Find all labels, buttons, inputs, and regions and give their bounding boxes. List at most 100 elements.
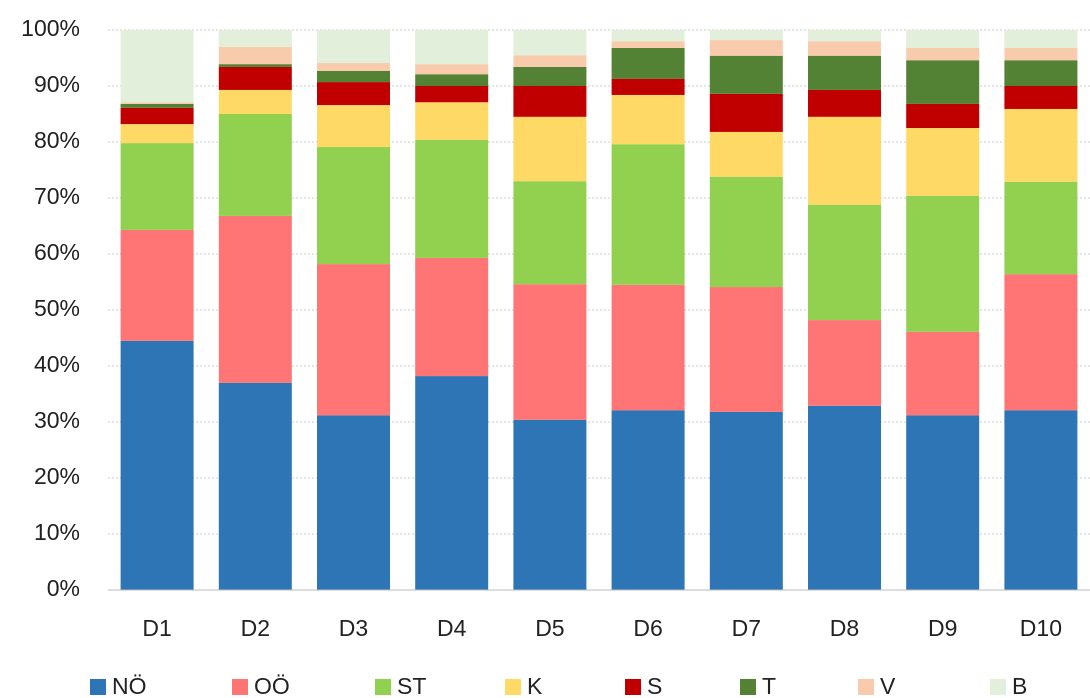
bar-segment xyxy=(808,55,881,90)
bar-segment xyxy=(1004,108,1078,182)
bar-segment xyxy=(709,131,783,177)
bar-segment xyxy=(218,66,292,90)
x-tick-label: D6 xyxy=(633,615,662,641)
x-tick-label: D1 xyxy=(142,615,171,641)
bar-segment xyxy=(415,64,489,75)
y-tick-label: 40% xyxy=(34,351,80,377)
x-tick-label: D3 xyxy=(339,615,368,641)
y-tick-label: 10% xyxy=(34,519,80,545)
bar-segment xyxy=(808,41,881,56)
y-tick-label: 30% xyxy=(34,407,80,433)
legend-swatch xyxy=(505,679,521,695)
bar-segment xyxy=(808,204,881,321)
bar-segment xyxy=(1004,86,1078,109)
bar-segment xyxy=(513,55,587,67)
bar-segment xyxy=(611,144,685,285)
y-tick-label: 100% xyxy=(21,15,80,41)
bar-segment xyxy=(709,55,783,94)
bar-segment xyxy=(611,410,685,590)
bar-segment xyxy=(611,47,685,79)
bar-segment xyxy=(317,82,390,106)
bar-segment xyxy=(808,405,881,590)
x-tick-label: D10 xyxy=(1020,615,1062,641)
bar-segment xyxy=(415,30,489,65)
bar-segment xyxy=(513,284,587,420)
x-tick-label: D9 xyxy=(928,615,957,641)
legend-label: K xyxy=(527,673,543,698)
bar-segment xyxy=(415,86,489,103)
bar-segment xyxy=(906,415,980,590)
bar-segment xyxy=(317,264,390,416)
bar-segment xyxy=(709,287,783,412)
y-tick-label: 50% xyxy=(34,295,80,321)
bar-segment xyxy=(415,139,489,258)
bar-segment xyxy=(317,105,390,148)
bar-segment xyxy=(808,89,881,117)
bar-segment xyxy=(808,116,881,205)
bar-segment xyxy=(1004,60,1078,86)
legend-swatch xyxy=(990,679,1006,695)
bar-segment xyxy=(120,143,194,230)
bar-segment xyxy=(906,128,980,196)
bar-segment xyxy=(415,102,489,140)
bar-segment xyxy=(120,30,194,103)
bar-segment xyxy=(906,195,980,332)
bar-segment xyxy=(513,181,587,285)
legend-label: B xyxy=(1012,673,1027,698)
y-tick-label: 20% xyxy=(34,463,80,489)
bar-segment xyxy=(1004,410,1078,590)
bar-segment xyxy=(513,86,587,117)
bar-segment xyxy=(709,411,783,590)
bar-segment xyxy=(1004,274,1078,411)
bar-segment xyxy=(218,114,292,216)
bar-segment xyxy=(611,284,685,411)
bar-segment xyxy=(709,176,783,288)
bar-segment xyxy=(1004,30,1078,48)
bar-segment xyxy=(218,64,292,67)
y-tick-label: 60% xyxy=(34,239,80,265)
bar-segment xyxy=(611,30,685,42)
legend-swatch xyxy=(858,679,874,695)
legend-swatch xyxy=(625,679,641,695)
bar-segment xyxy=(218,46,292,65)
x-tick-label: D4 xyxy=(437,615,467,641)
bar-segment xyxy=(513,116,587,182)
bar-segment xyxy=(808,320,881,406)
bar-segment xyxy=(611,94,685,145)
legend-swatch xyxy=(90,679,106,695)
bar-segment xyxy=(513,30,587,56)
bar-segment xyxy=(1004,181,1078,275)
bar-segment xyxy=(120,340,194,590)
bar-segment xyxy=(611,41,685,48)
bar-segment xyxy=(513,66,587,86)
legend-label: ST xyxy=(397,673,426,698)
bar-segment xyxy=(120,229,194,341)
bar-segment xyxy=(611,78,685,95)
bar-segment xyxy=(1004,47,1078,61)
bar-segment xyxy=(218,30,292,47)
bar-segment xyxy=(415,257,489,377)
bar-segment xyxy=(120,103,194,108)
bar-segment xyxy=(808,30,881,42)
x-tick-label: D8 xyxy=(830,615,859,641)
bar-segment xyxy=(218,215,292,383)
bar-segment xyxy=(906,47,980,61)
legend-swatch xyxy=(375,679,391,695)
legend-label: V xyxy=(880,673,896,698)
legend-swatch xyxy=(232,679,248,695)
x-tick-label: D5 xyxy=(535,615,564,641)
bar-segment xyxy=(120,124,194,144)
bar-segment xyxy=(218,382,292,590)
bar-segment xyxy=(709,30,783,41)
legend-label: NÖ xyxy=(112,673,147,698)
y-tick-label: 70% xyxy=(34,183,80,209)
legend-swatch xyxy=(740,679,756,695)
bar-segment xyxy=(513,419,587,590)
bar-segment xyxy=(120,107,194,125)
bar-segment xyxy=(415,376,489,590)
y-tick-label: 90% xyxy=(34,71,80,97)
y-tick-label: 0% xyxy=(47,575,80,601)
bar-segment xyxy=(120,102,194,104)
